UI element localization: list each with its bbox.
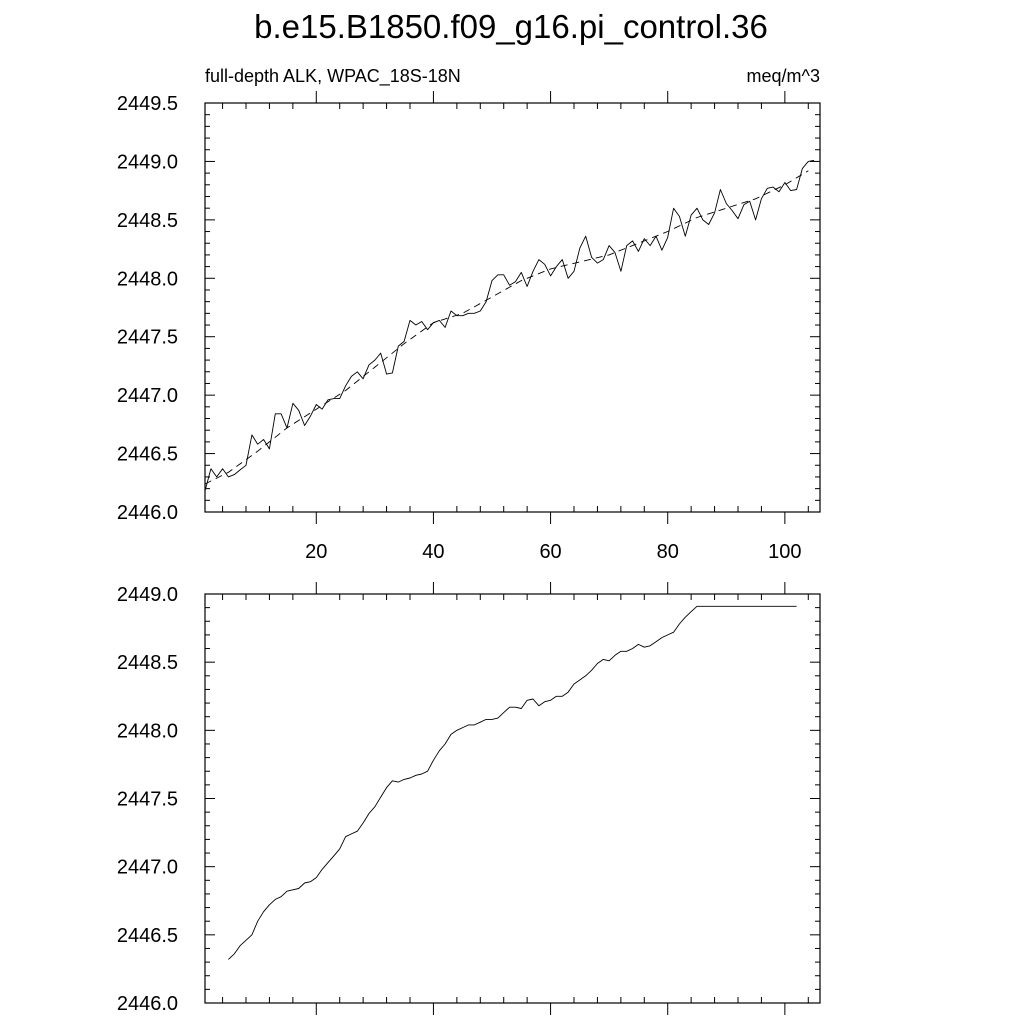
bottom-panel: 2446.0 2446.5 2447.0 2447.5 2448.0 2448.5 2449… <box>117 582 821 1015</box>
y-tick-label: 2447.5 <box>117 789 178 811</box>
y-tick-label: 2449.5 <box>117 93 178 115</box>
y-tick-label: 2449.0 <box>117 584 178 606</box>
y-tick-label: 2446.0 <box>117 502 178 524</box>
top-panel: 2446.0 2446.5 2447.0 2447.5 2448.0 2448.5 2449… <box>117 91 821 563</box>
y-tick-label: 2446.0 <box>117 993 178 1015</box>
series-line-2-data <box>228 605 797 960</box>
plot-frame-1 <box>204 102 821 513</box>
y-tick-label: 2449.0 <box>117 151 178 173</box>
x-tick-label: 60 <box>539 541 561 563</box>
y-tick-label: 2448.0 <box>117 720 178 742</box>
y-tick-label: 2446.5 <box>117 444 178 466</box>
y-tick-label: 2448.0 <box>117 268 178 290</box>
y-tick-label: 2448.5 <box>117 210 178 232</box>
y-tick-label: 2448.5 <box>117 652 178 674</box>
panel1-left-label: full-depth ALK, WPAC_18S-18N <box>205 66 461 87</box>
figure-title: b.e15.B1850.f09_g16.pi_control.36 <box>254 8 768 45</box>
y-tick-label: 2446.5 <box>117 925 178 947</box>
plot-frame-2 <box>204 593 821 1004</box>
panel1-right-label: meq/m^3 <box>747 66 820 86</box>
x-tick-label: 20 <box>305 541 327 563</box>
y-tick-label: 2447.5 <box>117 327 178 349</box>
series-line-1-data <box>204 159 815 492</box>
x-tick-label: 100 <box>768 541 801 563</box>
x-tick-label: 80 <box>657 541 679 563</box>
y-tick-label: 2447.0 <box>117 385 178 407</box>
y-tick-label: 2447.0 <box>117 857 178 879</box>
x-tick-label: 40 <box>422 541 444 563</box>
series-line-1-trend <box>204 170 809 485</box>
